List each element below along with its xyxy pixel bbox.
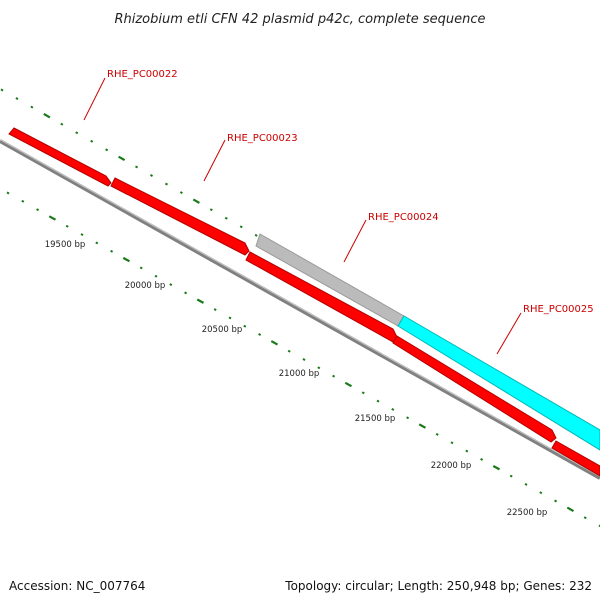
gene-label[interactable]: RHE_PC00025 <box>523 304 594 315</box>
gene-label-group-rhe-pc00022: RHE_PC00022 <box>83 69 178 121</box>
accession-text: Accession: NC_007764 <box>9 579 146 593</box>
minor-tick <box>15 97 19 100</box>
gene-rhe-pc00023[interactable] <box>110 177 250 256</box>
minor-tick <box>154 274 158 278</box>
minor-tick <box>6 191 10 195</box>
minor-tick <box>65 224 69 228</box>
sequence-backbone <box>0 139 600 480</box>
minor-tick <box>450 441 454 445</box>
major-tick <box>344 381 353 388</box>
major-tick <box>196 298 205 304</box>
gene-rhe-pc00027[interactable] <box>392 335 557 443</box>
major-tick <box>492 465 501 471</box>
gene-label[interactable]: RHE_PC00023 <box>227 133 298 144</box>
minor-tick <box>435 432 439 436</box>
major-tick <box>43 112 51 119</box>
minor-tick <box>509 474 513 478</box>
minor-tick <box>317 366 321 370</box>
major-tick <box>566 506 575 513</box>
major-tick <box>270 340 279 346</box>
label-leader-line <box>83 77 106 121</box>
inner-tick-track <box>6 191 600 528</box>
gene-label[interactable]: RHE_PC00022 <box>107 69 178 80</box>
minor-tick <box>287 349 291 353</box>
gene-rhe-pc00025[interactable] <box>397 315 600 451</box>
gene-label-group-rhe-pc00025: RHE_PC00025 <box>496 304 594 355</box>
minor-tick <box>224 216 228 220</box>
minor-tick <box>258 333 262 336</box>
map-title: Rhizobium etli CFN 42 plasmid p42c, comp… <box>114 12 485 27</box>
minor-tick <box>149 174 154 177</box>
bp-scale-labels: 19500 bp 20000 bp 20500 bp 21000 bp 2150… <box>45 240 548 518</box>
minor-tick <box>95 241 99 245</box>
minor-tick <box>36 208 40 212</box>
minor-tick <box>254 233 258 237</box>
label-leader-line <box>203 139 226 182</box>
major-tick <box>122 256 131 263</box>
minor-tick <box>209 208 213 212</box>
topology-summary-text: Topology: circular; Length: 250,948 bp; … <box>285 579 592 593</box>
minor-tick <box>361 391 365 395</box>
minor-tick <box>139 266 143 270</box>
gene-label[interactable]: RHE_PC00024 <box>368 212 439 223</box>
sequence-backbone-highlight <box>0 139 600 477</box>
major-tick <box>118 155 126 162</box>
label-leader-line <box>343 219 367 263</box>
bp-label: 20000 bp <box>125 281 166 291</box>
minor-tick <box>110 249 114 253</box>
minor-tick <box>105 148 109 152</box>
minor-tick <box>465 449 469 453</box>
minor-tick <box>302 358 306 361</box>
minor-tick <box>583 516 587 520</box>
minor-tick <box>376 399 380 403</box>
minor-tick <box>60 122 64 126</box>
minor-tick <box>90 139 94 143</box>
minor-tick <box>524 482 528 486</box>
major-tick <box>418 423 427 429</box>
minor-tick <box>228 316 232 320</box>
minor-tick <box>539 491 543 495</box>
minor-tick <box>480 457 484 461</box>
minor-tick <box>164 182 168 186</box>
bp-label: 19500 bp <box>45 240 86 250</box>
minor-tick <box>169 283 173 287</box>
minor-tick <box>179 191 183 195</box>
major-tick <box>48 215 57 221</box>
minor-tick <box>332 374 336 378</box>
minor-tick <box>243 324 247 328</box>
bp-label: 21000 bp <box>279 369 320 379</box>
minor-tick <box>554 499 558 503</box>
minor-tick <box>80 233 84 237</box>
minor-tick <box>75 131 79 135</box>
bp-label: 22500 bp <box>507 508 548 518</box>
gene-rhe-pc00026[interactable] <box>245 251 398 343</box>
minor-tick <box>0 88 4 92</box>
minor-tick <box>30 105 34 109</box>
minor-tick <box>391 408 395 411</box>
bp-label: 20500 bp <box>202 325 243 335</box>
bp-label: 22000 bp <box>431 461 472 471</box>
gene-label-group-rhe-pc00023: RHE_PC00023 <box>203 133 298 182</box>
minor-tick <box>598 524 600 528</box>
minor-tick <box>21 199 25 203</box>
minor-tick <box>213 308 217 311</box>
minor-tick <box>239 225 243 229</box>
minor-tick <box>406 416 410 420</box>
minor-tick <box>184 291 188 295</box>
label-leader-line <box>496 312 522 355</box>
major-tick <box>192 198 200 204</box>
gene-label-group-rhe-pc00024: RHE_PC00024 <box>343 212 439 263</box>
gene-rhe-pc00022[interactable] <box>8 127 112 187</box>
gene-rhe-pc00024[interactable] <box>255 233 405 327</box>
bp-label: 21500 bp <box>355 414 396 424</box>
minor-tick <box>135 165 139 169</box>
gene-rhe-pc00028[interactable] <box>551 440 600 477</box>
